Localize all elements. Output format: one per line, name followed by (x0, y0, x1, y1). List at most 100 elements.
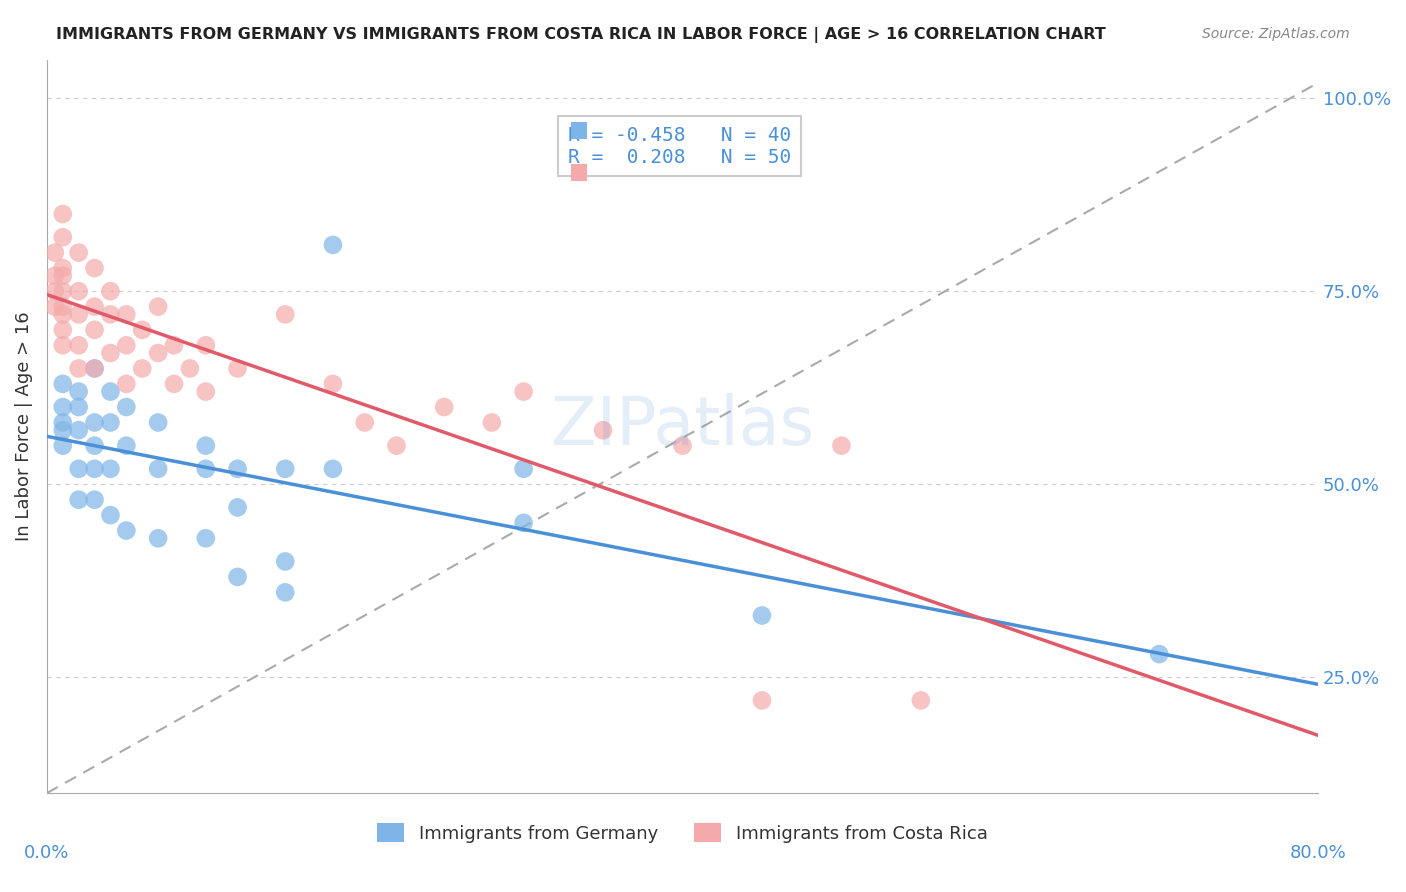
Immigrants from Germany (52, 376, 75, 391)
Immigrants from Costa Rica (52, 307, 75, 321)
Text: ZIPatlas: ZIPatlas (551, 393, 814, 459)
Immigrants from Costa Rica (52, 207, 75, 221)
Immigrants from Germany (226, 462, 249, 476)
Immigrants from Costa Rica (481, 416, 503, 430)
Immigrants from Costa Rica (751, 693, 773, 707)
Immigrants from Germany (83, 416, 105, 430)
Immigrants from Costa Rica (592, 423, 614, 437)
Immigrants from Germany (274, 554, 297, 568)
Immigrants from Costa Rica (67, 307, 90, 321)
Immigrants from Germany (194, 531, 217, 545)
Immigrants from Germany (83, 439, 105, 453)
Immigrants from Germany (52, 400, 75, 414)
Immigrants from Germany (194, 462, 217, 476)
Immigrants from Costa Rica (52, 300, 75, 314)
Immigrants from Costa Rica (163, 376, 186, 391)
Text: IMMIGRANTS FROM GERMANY VS IMMIGRANTS FROM COSTA RICA IN LABOR FORCE | AGE > 16 : IMMIGRANTS FROM GERMANY VS IMMIGRANTS FR… (56, 27, 1107, 43)
Immigrants from Costa Rica (52, 338, 75, 352)
Immigrants from Costa Rica (353, 416, 375, 430)
Immigrants from Costa Rica (194, 384, 217, 399)
Immigrants from Costa Rica (67, 245, 90, 260)
Immigrants from Costa Rica (67, 361, 90, 376)
Immigrants from Costa Rica (100, 346, 122, 360)
Immigrants from Costa Rica (83, 261, 105, 276)
FancyBboxPatch shape (571, 164, 586, 180)
Immigrants from Costa Rica (52, 261, 75, 276)
Immigrants from Costa Rica (512, 384, 534, 399)
Immigrants from Germany (115, 524, 138, 538)
Immigrants from Costa Rica (163, 338, 186, 352)
Immigrants from Germany (100, 416, 122, 430)
Immigrants from Germany (67, 423, 90, 437)
Immigrants from Germany (52, 416, 75, 430)
Immigrants from Germany (751, 608, 773, 623)
Immigrants from Germany (146, 531, 169, 545)
Immigrants from Costa Rica (52, 230, 75, 244)
Immigrants from Germany (115, 439, 138, 453)
Immigrants from Germany (67, 400, 90, 414)
Immigrants from Germany (322, 238, 344, 252)
Immigrants from Costa Rica (115, 307, 138, 321)
Immigrants from Germany (115, 400, 138, 414)
Immigrants from Germany (52, 439, 75, 453)
Immigrants from Germany (274, 462, 297, 476)
Immigrants from Costa Rica (910, 693, 932, 707)
Text: R = -0.458   N = 40
R =  0.208   N = 50: R = -0.458 N = 40 R = 0.208 N = 50 (568, 126, 792, 167)
Immigrants from Costa Rica (52, 284, 75, 298)
Immigrants from Costa Rica (830, 439, 852, 453)
Immigrants from Costa Rica (131, 323, 153, 337)
Immigrants from Germany (274, 585, 297, 599)
Immigrants from Germany (83, 361, 105, 376)
Immigrants from Costa Rica (100, 307, 122, 321)
Immigrants from Costa Rica (179, 361, 201, 376)
Immigrants from Costa Rica (433, 400, 456, 414)
Immigrants from Costa Rica (274, 307, 297, 321)
Immigrants from Costa Rica (131, 361, 153, 376)
Immigrants from Germany (226, 570, 249, 584)
Legend: Immigrants from Germany, Immigrants from Costa Rica: Immigrants from Germany, Immigrants from… (370, 816, 995, 850)
Immigrants from Germany (67, 492, 90, 507)
Text: 0.0%: 0.0% (24, 845, 69, 863)
Immigrants from Germany (146, 462, 169, 476)
FancyBboxPatch shape (571, 122, 586, 139)
Immigrants from Costa Rica (52, 268, 75, 283)
Immigrants from Costa Rica (44, 268, 66, 283)
Immigrants from Germany (1147, 647, 1170, 661)
Immigrants from Costa Rica (83, 361, 105, 376)
Immigrants from Costa Rica (67, 338, 90, 352)
Immigrants from Germany (322, 462, 344, 476)
Immigrants from Germany (226, 500, 249, 515)
Immigrants from Germany (100, 508, 122, 523)
Immigrants from Costa Rica (226, 361, 249, 376)
Immigrants from Costa Rica (83, 323, 105, 337)
Immigrants from Costa Rica (44, 245, 66, 260)
Immigrants from Germany (83, 462, 105, 476)
Immigrants from Costa Rica (115, 376, 138, 391)
Immigrants from Costa Rica (322, 376, 344, 391)
Immigrants from Costa Rica (146, 346, 169, 360)
Y-axis label: In Labor Force | Age > 16: In Labor Force | Age > 16 (15, 311, 32, 541)
Immigrants from Costa Rica (115, 338, 138, 352)
Text: Source: ZipAtlas.com: Source: ZipAtlas.com (1202, 27, 1350, 41)
Immigrants from Costa Rica (67, 284, 90, 298)
Immigrants from Germany (512, 462, 534, 476)
Immigrants from Costa Rica (44, 284, 66, 298)
Text: 80.0%: 80.0% (1289, 845, 1347, 863)
Immigrants from Germany (194, 439, 217, 453)
Immigrants from Costa Rica (194, 338, 217, 352)
Immigrants from Costa Rica (146, 300, 169, 314)
Immigrants from Costa Rica (100, 284, 122, 298)
Immigrants from Germany (100, 384, 122, 399)
Immigrants from Costa Rica (671, 439, 693, 453)
Immigrants from Costa Rica (44, 300, 66, 314)
Immigrants from Germany (146, 416, 169, 430)
Immigrants from Germany (67, 384, 90, 399)
Immigrants from Germany (83, 492, 105, 507)
Immigrants from Germany (52, 423, 75, 437)
Immigrants from Costa Rica (385, 439, 408, 453)
Immigrants from Costa Rica (52, 323, 75, 337)
Immigrants from Germany (67, 462, 90, 476)
Immigrants from Costa Rica (83, 300, 105, 314)
Immigrants from Germany (512, 516, 534, 530)
Immigrants from Germany (100, 462, 122, 476)
